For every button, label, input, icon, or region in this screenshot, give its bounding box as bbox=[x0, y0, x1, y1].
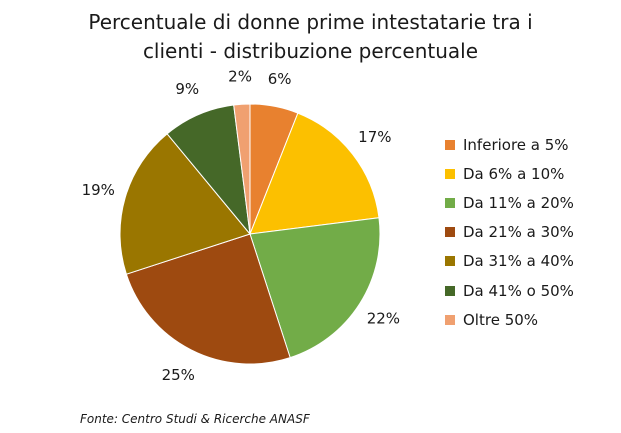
legend-label: Da 11% a 20% bbox=[463, 193, 574, 212]
slice-value-label: 2% bbox=[228, 67, 252, 85]
legend-swatch bbox=[445, 227, 455, 238]
legend-swatch bbox=[445, 168, 455, 179]
chart-title-line-1: Percentuale di donne prime intestatarie … bbox=[88, 10, 533, 34]
slice-value-label: 17% bbox=[358, 128, 391, 146]
pie-slice bbox=[119, 133, 251, 275]
source-note: Fonte: Centro Studi & Ricerche ANASF bbox=[80, 412, 310, 426]
legend-label: Inferiore a 5% bbox=[463, 135, 569, 154]
slice-value-label: 19% bbox=[82, 181, 115, 199]
legend-item: Da 41% o 50% bbox=[445, 276, 574, 305]
slice-value-label: 22% bbox=[367, 310, 400, 328]
legend-swatch bbox=[445, 314, 455, 325]
legend-label: Da 41% o 50% bbox=[463, 281, 574, 300]
pie-slice bbox=[249, 112, 380, 235]
legend-item: Da 21% a 30% bbox=[445, 218, 574, 247]
legend-label: Oltre 50% bbox=[463, 310, 539, 329]
pie-slice bbox=[233, 103, 251, 235]
legend-swatch bbox=[445, 197, 455, 208]
legend-label: Da 6% a 10% bbox=[463, 164, 565, 183]
legend-item: Da 11% a 20% bbox=[445, 188, 574, 217]
slice-value-label: 6% bbox=[268, 70, 292, 88]
legend-swatch bbox=[445, 285, 455, 296]
slice-value-label: 9% bbox=[175, 80, 199, 98]
legend-item: Oltre 50% bbox=[445, 305, 574, 334]
slice-value-label: 25% bbox=[162, 366, 195, 384]
legend-item: Da 31% a 40% bbox=[445, 247, 574, 276]
legend-swatch bbox=[445, 256, 455, 267]
legend: Inferiore a 5% Da 6% a 10% Da 11% a 20% Da … bbox=[445, 130, 574, 334]
chart-title-line-2: clienti - distribuzione percentuale bbox=[142, 39, 479, 63]
pie-slice bbox=[125, 233, 291, 365]
legend-item: Inferiore a 5% bbox=[445, 130, 574, 159]
legend-label: Da 31% a 40% bbox=[463, 252, 574, 271]
legend-item: Da 6% a 10% bbox=[445, 159, 574, 188]
legend-swatch bbox=[445, 139, 455, 150]
pie-slice bbox=[249, 217, 381, 359]
chart-title: Percentuale di donne prime intestatarie … bbox=[0, 8, 621, 66]
legend-label: Da 21% a 30% bbox=[463, 223, 574, 242]
